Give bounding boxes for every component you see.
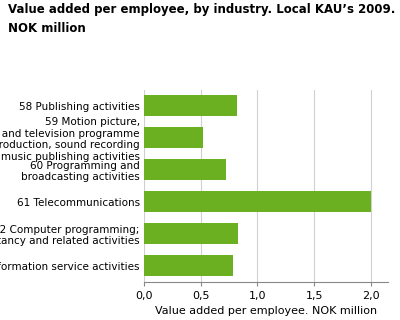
- Bar: [144, 255, 232, 276]
- Text: NOK million: NOK million: [8, 22, 86, 36]
- Bar: [144, 95, 237, 116]
- Text: Value added per employee, by industry. Local KAU’s 2009.: Value added per employee, by industry. L…: [8, 3, 395, 16]
- Bar: [144, 191, 371, 212]
- Bar: [144, 223, 238, 244]
- Bar: [144, 159, 226, 180]
- Bar: [144, 127, 203, 148]
- X-axis label: Value added per employee. NOK million: Value added per employee. NOK million: [155, 306, 377, 316]
